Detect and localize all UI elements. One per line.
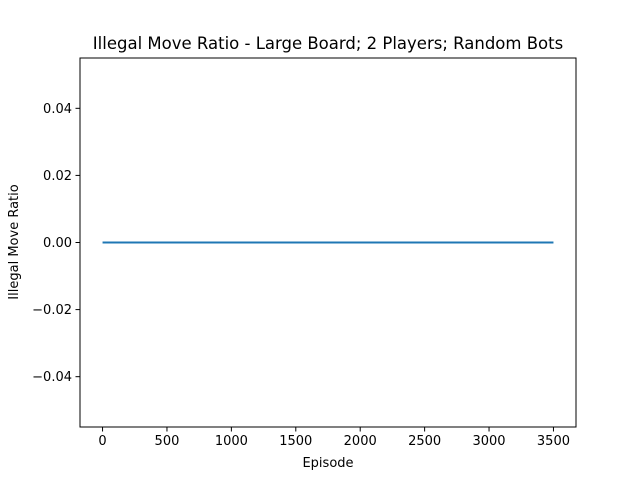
y-axis-label: Illegal Move Ratio xyxy=(7,184,22,299)
y-tick-label: −0.02 xyxy=(32,303,72,318)
chart-title: Illegal Move Ratio - Large Board; 2 Play… xyxy=(93,34,563,53)
y-tick-label: 0.00 xyxy=(43,236,72,251)
y-tick-label: 0.02 xyxy=(43,169,72,184)
x-tick-label: 3500 xyxy=(537,434,570,449)
x-tick-label: 1500 xyxy=(279,434,312,449)
y-tick-label: 0.04 xyxy=(43,102,72,117)
x-tick-label: 2500 xyxy=(408,434,441,449)
x-tick-label: 500 xyxy=(155,434,180,449)
y-axis: −0.04 −0.02 0.00 0.02 0.04 xyxy=(32,102,80,385)
x-axis-label: Episode xyxy=(302,456,353,471)
x-tick-label: 1000 xyxy=(215,434,248,449)
y-tick-label: −0.04 xyxy=(32,370,72,385)
x-tick-label: 3000 xyxy=(472,434,505,449)
x-tick-label: 2000 xyxy=(344,434,377,449)
x-axis: 0 500 1000 1500 2000 2500 3000 3500 xyxy=(98,427,570,449)
x-tick-label: 0 xyxy=(98,434,106,449)
